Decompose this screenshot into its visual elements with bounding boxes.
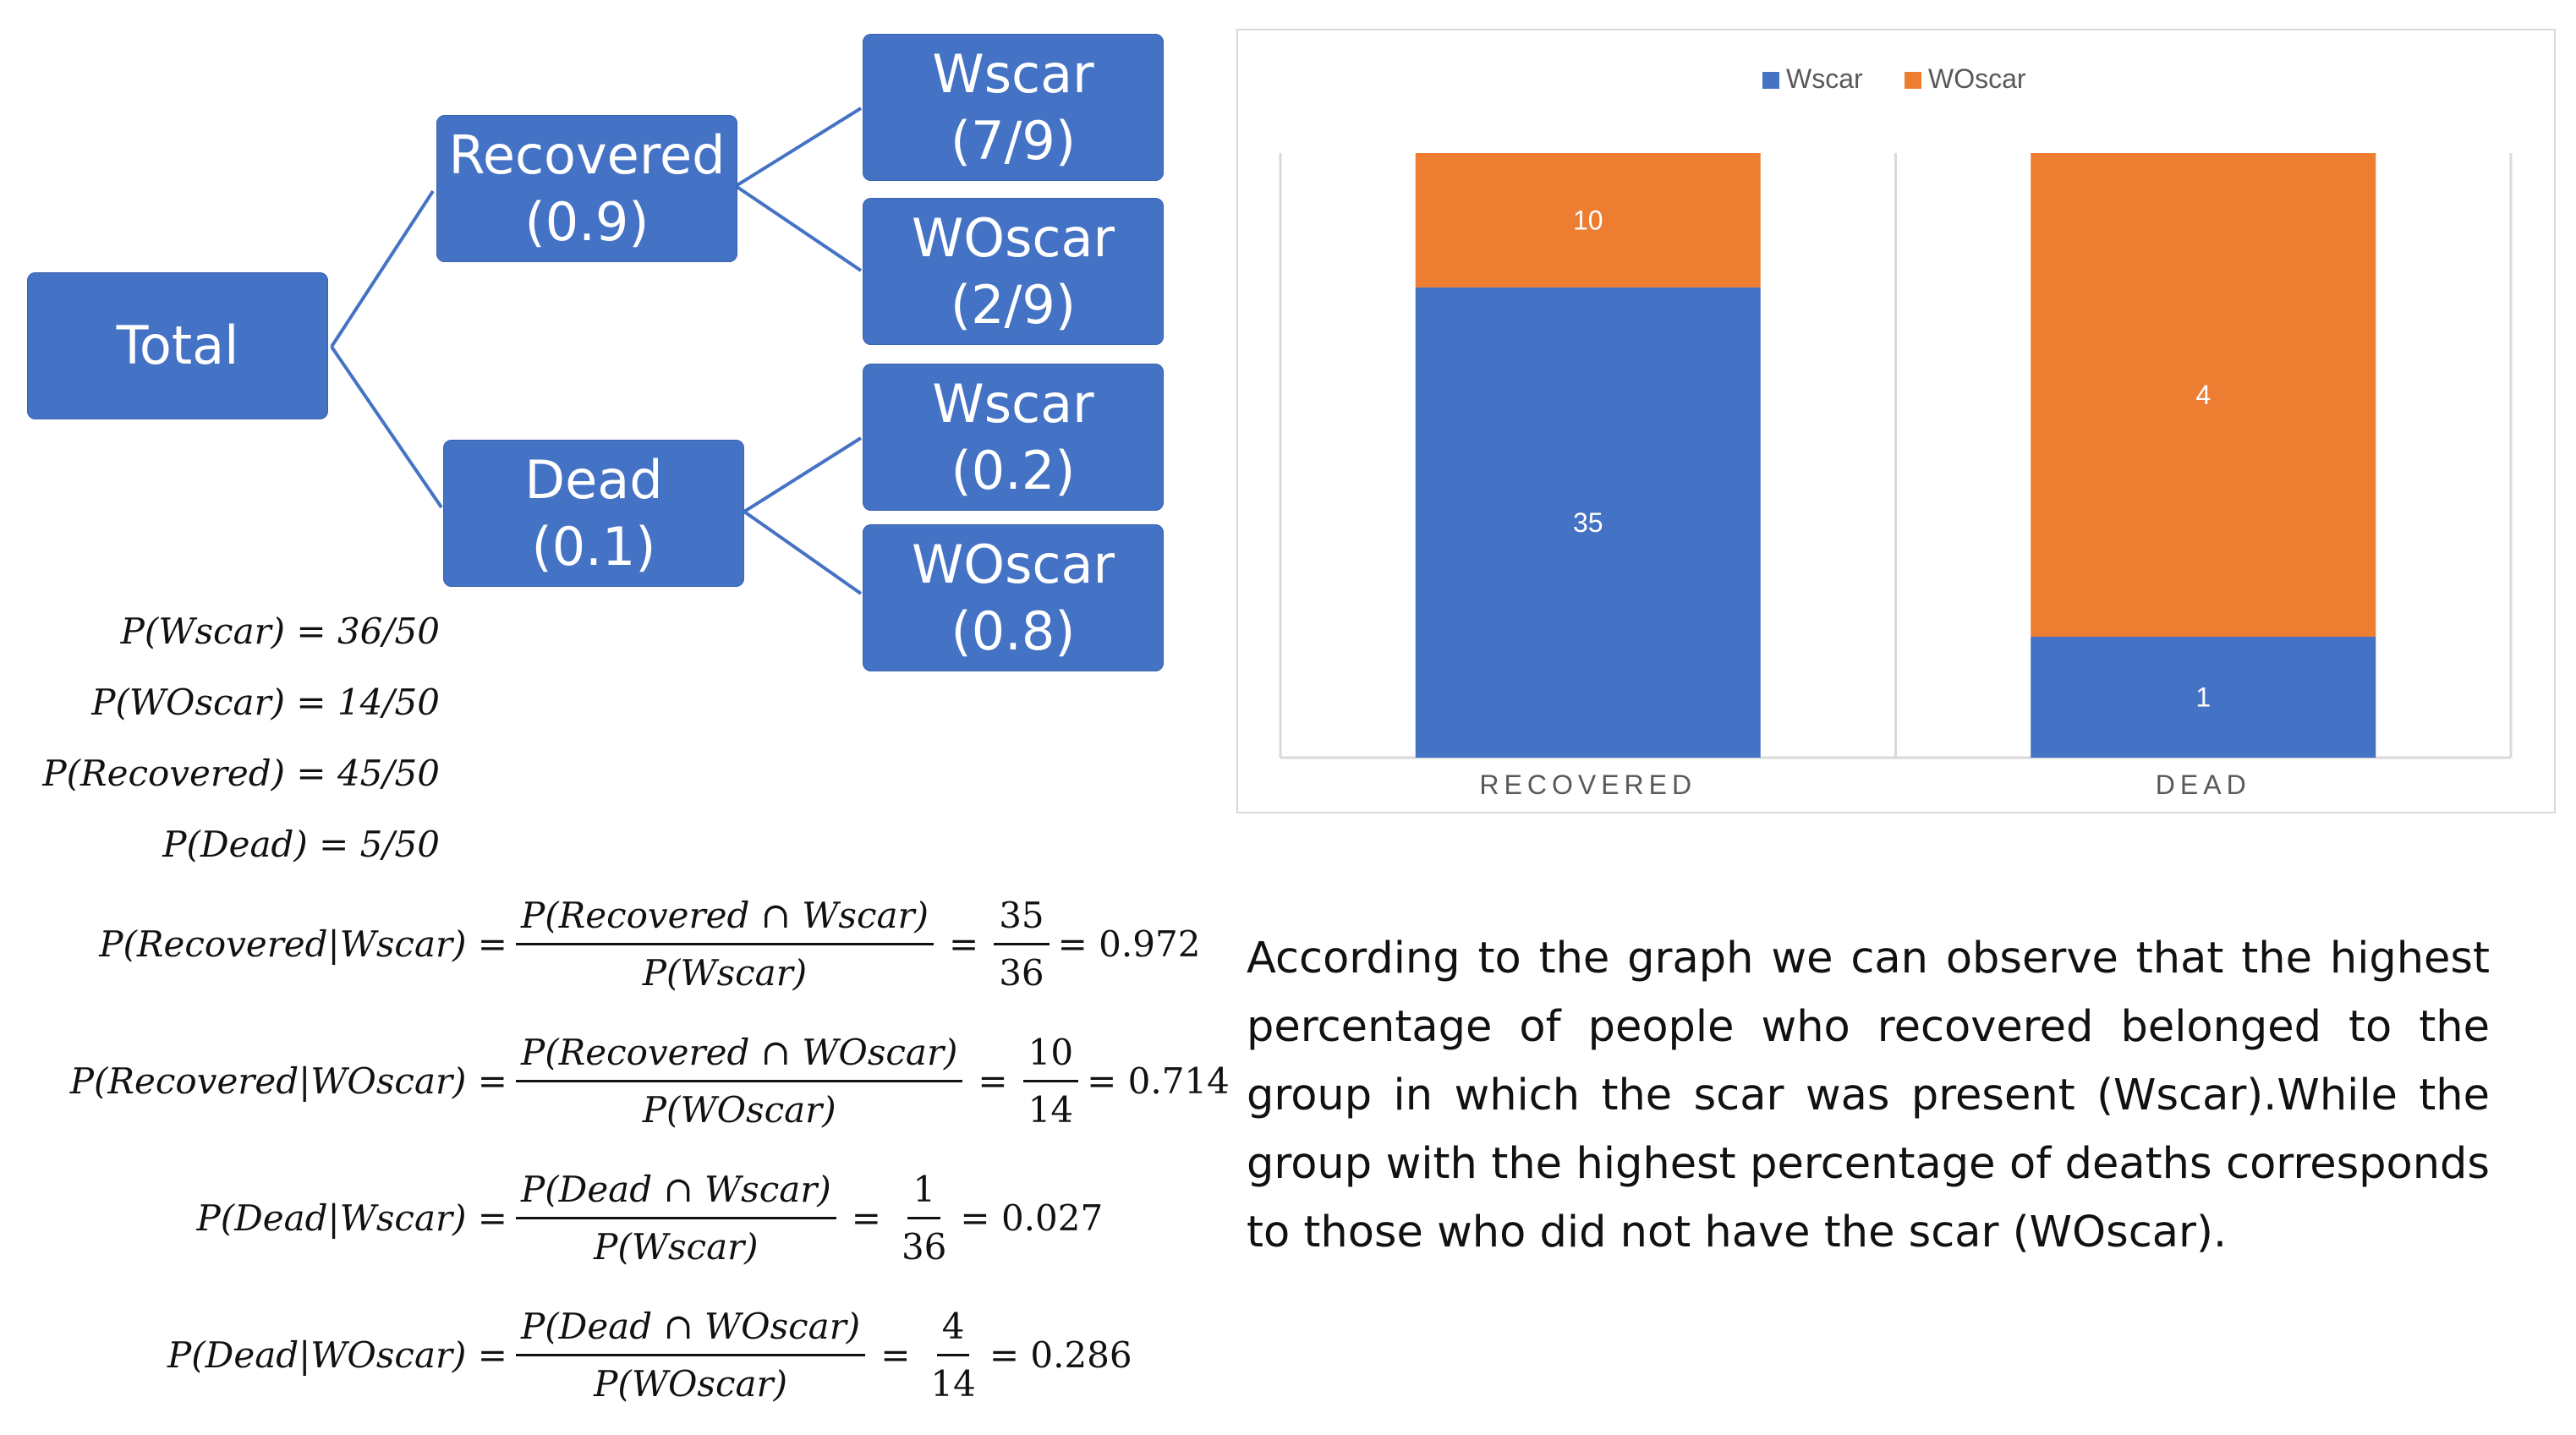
conditional-result: = 0.286 [989,1334,1132,1376]
tree-connectors [330,107,863,595]
equals-sign: = [978,1060,1008,1102]
prior-recovered: P(Recovered) = 45/50 [42,753,440,794]
prior-woscar: P(WOscar) = 14/50 [91,682,440,723]
tree-node-dead-woscar: WOscar (0.8) [863,524,1164,671]
tree-node-recovered-wscar: Wscar (7/9) [863,34,1164,181]
tree-node-recovered-woscar-prob: (2/9) [950,274,1077,336]
equals-sign: = [948,923,979,965]
tree-node-total-label: Total [116,315,239,377]
value-numerator: 10 [1022,1032,1079,1082]
tree-node-dead-wscar-label: Wscar [932,372,1094,435]
conditional-dead-woscar: P(Dead|WOscar) = P(Dead ∩ WOscar) P(WOsc… [25,1306,1132,1405]
legend-swatch-woscar [1905,72,1921,89]
value-fraction: 1 36 [896,1169,951,1268]
conditional-result: = 0.714 [1087,1060,1230,1102]
tree-node-dead-wscar-prob: (0.2) [951,440,1076,501]
conditional-fraction: P(Dead ∩ WOscar) P(WOscar) [516,1306,866,1405]
chart-canvas: 35 10 RECOVERED 1 4 DEAD Wscar WOscar [1279,63,2513,800]
equals-sign: = [851,1197,881,1239]
connector-total-dead [330,345,443,509]
prior-wscar: P(Wscar) = 36/50 [120,611,440,652]
conditional-fraction: P(Recovered ∩ Wscar) P(Wscar) [516,895,934,994]
tree-node-dead-woscar-prob: (0.8) [951,600,1076,662]
tree-node-recovered: Recovered (0.9) [436,115,737,262]
connector-dead-wscar [743,436,863,513]
fraction-denominator: P(WOscar) [642,1089,836,1131]
fraction-denominator: P(Wscar) [594,1226,759,1268]
connector-dead-woscar [743,510,863,595]
tree-node-dead-woscar-label: WOscar [912,533,1115,595]
conditional-recovered-woscar: P(Recovered|WOscar) = P(Recovered ∩ WOsc… [25,1032,1230,1131]
value-numerator: 4 [936,1306,970,1356]
fraction-denominator: P(Wscar) [642,952,808,994]
tree-node-dead-prob: (0.1) [531,516,656,578]
x-tick-label: DEAD [2156,770,2251,800]
conditional-lhs: P(Recovered|WOscar) = [69,1060,507,1102]
value-fraction: 35 36 [994,895,1050,994]
analysis-paragraph: According to the graph we can observe th… [1247,934,2490,1257]
conditional-dead-wscar: P(Dead|Wscar) = P(Dead ∩ Wscar) P(Wscar)… [25,1169,1103,1268]
bar-wscar-recovered [1415,287,1761,758]
connector-recovered-wscar [734,107,863,188]
value-fraction: 10 14 [1022,1032,1079,1131]
conditional-recovered-wscar: P(Recovered|Wscar) = P(Recovered ∩ Wscar… [25,895,1200,994]
tree-node-total: Total [27,272,328,419]
equals-sign: = [880,1334,911,1376]
bar-wscar-dead [2031,637,2376,758]
data-label: 4 [2195,380,2211,410]
value-fraction: 4 14 [925,1306,980,1405]
tree-node-recovered-woscar: WOscar (2/9) [863,198,1164,345]
stacked-bar-chart: 35 10 RECOVERED 1 4 DEAD Wscar WOscar [1236,29,2556,813]
conditional-result: = 0.972 [1057,923,1201,965]
fraction-denominator: P(WOscar) [594,1363,787,1405]
data-label: 10 [1573,205,1603,235]
value-numerator: 35 [994,895,1050,945]
conditional-fraction: P(Recovered ∩ WOscar) P(WOscar) [516,1032,963,1131]
fraction-numerator: P(Dead ∩ WOscar) [516,1306,866,1356]
conditional-lhs: P(Dead|Wscar) = [196,1197,507,1239]
tree-node-recovered-wscar-label: Wscar [932,42,1094,105]
conditional-lhs: P(Dead|WOscar) = [167,1334,507,1376]
conditional-result: = 0.027 [960,1197,1104,1239]
fraction-numerator: P(Recovered ∩ Wscar) [516,895,934,945]
value-numerator: 1 [907,1169,941,1219]
legend-swatch-wscar [1762,72,1779,89]
bar-woscar-recovered [1415,153,1761,288]
data-label: 1 [2195,682,2211,713]
value-denominator: 36 [999,952,1044,994]
value-denominator: 14 [930,1363,976,1405]
tree-node-dead-wscar: Wscar (0.2) [863,364,1164,511]
fraction-numerator: P(Dead ∩ Wscar) [516,1169,836,1219]
connector-recovered-woscar [734,184,863,272]
x-tick-label: RECOVERED [1479,770,1696,800]
conditional-fraction: P(Dead ∩ Wscar) P(Wscar) [516,1169,836,1268]
tree-node-recovered-woscar-label: WOscar [912,206,1115,269]
prior-dead: P(Dead) = 5/50 [162,824,440,865]
legend-label-wscar: Wscar [1786,63,1863,94]
data-label: 35 [1573,507,1603,538]
tree-node-recovered-label: Recovered [448,123,726,186]
tree-node-recovered-wscar-prob: (7/9) [950,110,1077,172]
tree-node-dead: Dead (0.1) [443,440,744,587]
fraction-numerator: P(Recovered ∩ WOscar) [516,1032,963,1082]
conditional-lhs: P(Recovered|Wscar) = [99,923,507,965]
value-denominator: 14 [1028,1089,1074,1131]
value-denominator: 36 [901,1226,947,1268]
bar-woscar-dead [2031,153,2376,637]
tree-node-recovered-prob: (0.9) [524,191,649,253]
legend-label-woscar: WOscar [1928,63,2026,94]
tree-node-dead-label: Dead [524,448,663,511]
connector-total-recovered [330,189,435,348]
